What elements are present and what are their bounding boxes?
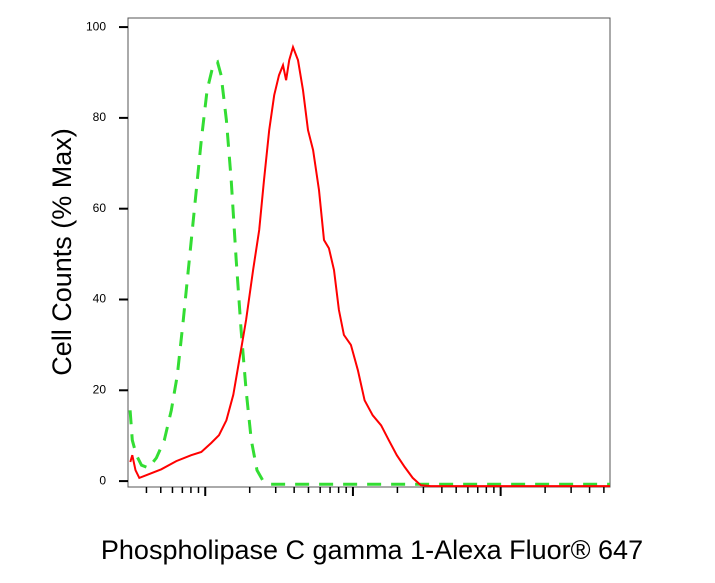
y-tick-label: 100 <box>86 19 106 33</box>
y-tick-label: 80 <box>93 110 107 124</box>
series-line <box>129 43 610 488</box>
x-axis-label: Phospholipase C gamma 1-Alexa Fluor® 647 <box>101 535 643 565</box>
y-tick-label: 0 <box>99 473 106 487</box>
plot-frame <box>127 17 611 488</box>
series-line <box>128 59 610 486</box>
y-tick-label: 60 <box>93 201 107 215</box>
y-axis-label: Cell Counts (% Max) <box>47 128 77 376</box>
y-tick-label: 20 <box>93 382 107 396</box>
y-tick-label: 40 <box>93 292 107 306</box>
